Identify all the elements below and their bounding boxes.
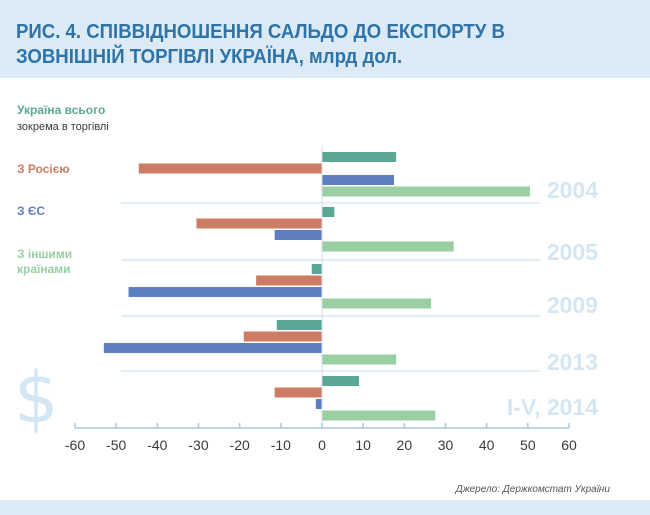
- bar-i-v-2014-series-1: [322, 376, 360, 386]
- legend-ukraine-total: Україна всього: [17, 103, 105, 117]
- bar-2013-series-3: [103, 343, 322, 353]
- bar-i-v-2014-series-4: [322, 410, 436, 421]
- bar-2009-series-4: [322, 298, 432, 309]
- bar-2009-series-2: [256, 275, 322, 286]
- legend-others: З іншими країнами: [17, 247, 72, 276]
- x-tick-label: 30: [438, 437, 454, 453]
- bar-2005-series-2: [196, 218, 322, 229]
- x-tick-label: -30: [188, 437, 208, 453]
- bar-2005-series-4: [322, 241, 454, 252]
- legend-russia: З Росією: [17, 162, 70, 176]
- bar-2004-series-4: [322, 186, 530, 197]
- category-label-2009: 2009: [547, 292, 598, 318]
- bar-2013-series-1: [276, 320, 322, 330]
- category-label-i-v-2014: I-V, 2014: [507, 394, 598, 420]
- x-tick-label: 20: [397, 437, 413, 453]
- dollar-icon: $: [14, 357, 59, 439]
- bar-i-v-2014-series-2: [274, 387, 322, 398]
- bar-i-v-2014-series-3: [315, 399, 322, 409]
- x-tick-label: 60: [561, 437, 577, 453]
- bar-2004-series-2: [138, 163, 322, 174]
- x-tick-label: -60: [65, 437, 85, 453]
- bar-2004-series-1: [322, 152, 397, 162]
- source-note: Джерело: Держкомстат України: [455, 484, 610, 495]
- title-band: [0, 0, 650, 78]
- x-tick-label: -40: [147, 437, 167, 453]
- bar-2009-series-1: [311, 264, 322, 274]
- x-tick-label: 40: [479, 437, 495, 453]
- x-tick-label: -20: [230, 437, 250, 453]
- footer-band: [0, 500, 650, 515]
- category-label-2004: 2004: [547, 177, 598, 203]
- chart-title: РИС. 4. СПІВВІДНОШЕННЯ САЛЬДО ДО ЕКСПОРТ…: [16, 21, 505, 68]
- bar-2013-series-4: [322, 354, 397, 365]
- bar-2009-series-3: [128, 287, 322, 297]
- legend-eu: З ЄС: [17, 204, 45, 218]
- x-tick-label: 50: [520, 437, 536, 453]
- bar-2005-series-3: [274, 230, 322, 240]
- legend-subheader: зокрема в торгівлі: [17, 121, 109, 133]
- category-label-2013: 2013: [547, 349, 598, 375]
- x-tick-label: 10: [355, 437, 371, 453]
- x-tick-label: 0: [318, 437, 326, 453]
- category-label-2005: 2005: [547, 239, 598, 265]
- bar-2005-series-1: [322, 207, 335, 217]
- bar-2004-series-3: [322, 175, 395, 185]
- x-tick-label: -50: [106, 437, 126, 453]
- bar-2013-series-2: [243, 331, 322, 342]
- x-tick-label: -10: [271, 437, 291, 453]
